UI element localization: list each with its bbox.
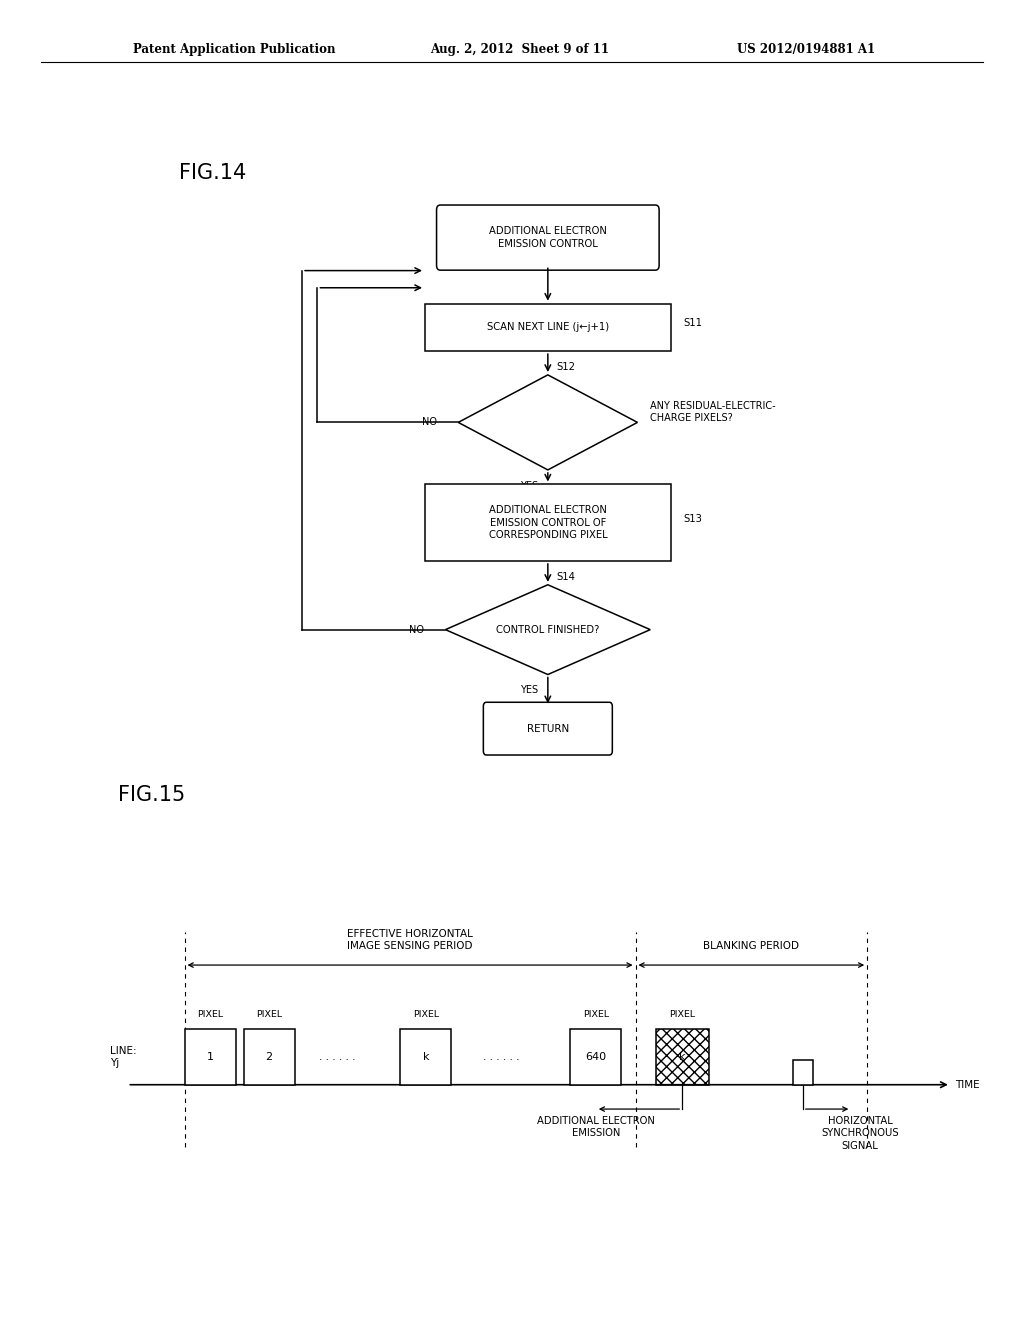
Text: Patent Application Publication: Patent Application Publication [133,44,336,55]
Text: TIME: TIME [955,1080,980,1090]
Text: . . . . . .: . . . . . . [483,1052,520,1061]
Text: HORIZONTAL
SYNCHRONOUS
SIGNAL: HORIZONTAL SYNCHRONOUS SIGNAL [821,1115,899,1151]
Text: PIXEL: PIXEL [256,1010,283,1019]
Text: k: k [679,1052,685,1061]
Text: LINE:
Yj: LINE: Yj [110,1045,136,1068]
Text: PIXEL: PIXEL [669,1010,695,1019]
FancyBboxPatch shape [436,205,659,271]
Polygon shape [445,585,650,675]
Text: YES: YES [520,685,539,696]
Text: PIXEL: PIXEL [197,1010,223,1019]
Text: CONTROL FINISHED?: CONTROL FINISHED? [497,624,599,635]
Bar [184,1030,236,1085]
Text: k: k [423,1052,429,1061]
Text: PIXEL: PIXEL [583,1010,609,1019]
Text: PIXEL: PIXEL [413,1010,439,1019]
Bar [244,1030,295,1085]
Bar [570,1030,622,1085]
Text: RETURN: RETURN [526,723,569,734]
Text: . . . . . .: . . . . . . [318,1052,355,1061]
Text: S14: S14 [556,572,574,582]
Text: ADDITIONAL ELECTRON
EMISSION CONTROL OF
CORRESPONDING PIXEL: ADDITIONAL ELECTRON EMISSION CONTROL OF … [488,506,607,540]
Text: 1: 1 [207,1052,214,1061]
Text: NO: NO [422,417,437,428]
Text: S11: S11 [683,318,702,329]
Text: YES: YES [520,480,539,491]
Text: SCAN NEXT LINE (j←j+1): SCAN NEXT LINE (j←j+1) [486,322,609,333]
Text: FIG.14: FIG.14 [179,162,247,183]
Text: ADDITIONAL ELECTRON
EMISSION CONTROL: ADDITIONAL ELECTRON EMISSION CONTROL [488,227,607,248]
FancyBboxPatch shape [425,484,671,561]
Text: ADDITIONAL ELECTRON
EMISSION: ADDITIONAL ELECTRON EMISSION [537,1115,654,1138]
Text: S12: S12 [556,362,575,372]
Bar [400,1030,452,1085]
Text: EFFECTIVE HORIZONTAL
IMAGE SENSING PERIOD: EFFECTIVE HORIZONTAL IMAGE SENSING PERIO… [347,929,473,952]
Bar [794,1060,812,1085]
Text: ANY RESIDUAL-ELECTRIC-
CHARGE PIXELS?: ANY RESIDUAL-ELECTRIC- CHARGE PIXELS? [650,401,775,422]
Text: S13: S13 [683,513,701,524]
Text: 2: 2 [265,1052,272,1061]
Text: US 2012/0194881 A1: US 2012/0194881 A1 [737,44,876,55]
Text: BLANKING PERIOD: BLANKING PERIOD [703,941,800,952]
FancyBboxPatch shape [483,702,612,755]
Bar [655,1030,709,1085]
Text: FIG.15: FIG.15 [118,784,185,805]
Text: NO: NO [410,624,424,635]
Polygon shape [459,375,637,470]
Text: Aug. 2, 2012  Sheet 9 of 11: Aug. 2, 2012 Sheet 9 of 11 [430,44,609,55]
Text: 640: 640 [586,1052,606,1061]
FancyBboxPatch shape [425,304,671,351]
